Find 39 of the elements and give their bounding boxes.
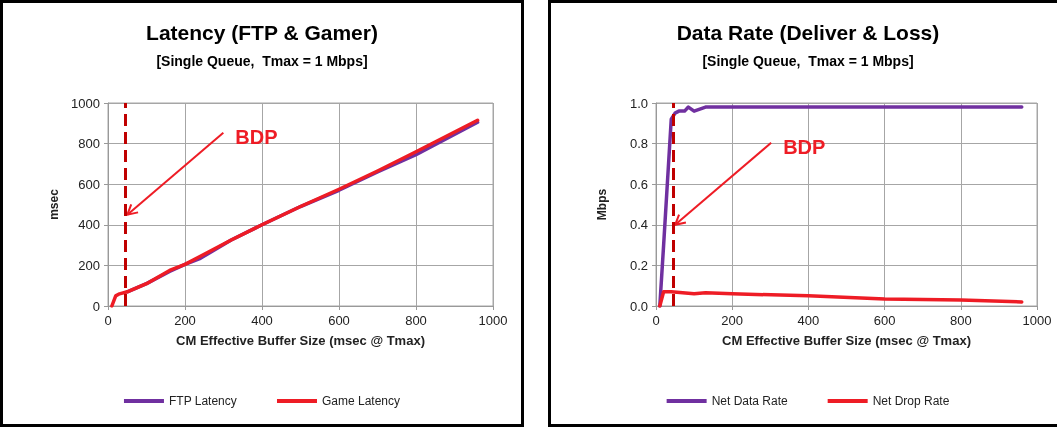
y-tick-label: 800 — [78, 136, 100, 152]
legend-label: Net Drop Rate — [872, 394, 950, 408]
y-tick-label: 1.0 — [629, 95, 648, 111]
annotation: BDP — [235, 125, 278, 148]
legend-label: Net Data Rate — [711, 394, 788, 408]
chart-subtitle: [Single Queue, Tmax = 1 Mbps] — [702, 53, 914, 69]
y-tick-label: 0.2 — [629, 257, 648, 273]
x-axis-title: CM Effective Buffer Size (msec @ Tmax) — [176, 333, 425, 348]
chart-title: Data Rate (Deliver & Loss) — [676, 21, 940, 44]
y-tick-label: 600 — [78, 176, 100, 192]
y-tick-label: 1000 — [71, 95, 100, 111]
x-tick-label: 600 — [873, 313, 896, 328]
legend-label: Game Latency — [321, 394, 401, 408]
chart-subtitle: [Single Queue, Tmax = 1 Mbps] — [156, 53, 368, 69]
annotation: BDP — [783, 135, 826, 158]
chart-title: Latency (FTP & Gamer) — [146, 21, 378, 44]
x-tick-label: 800 — [949, 313, 972, 328]
x-tick-label: 1000 — [478, 313, 508, 328]
y-tick-label: 0.4 — [629, 217, 648, 233]
x-tick-label: 0 — [652, 313, 660, 328]
line-series — [658, 290, 1024, 308]
y-axis-title: msec — [47, 188, 61, 220]
x-tick-label: 1000 — [1022, 313, 1052, 328]
x-tick-label: 0 — [104, 313, 112, 328]
x-tick-label: 800 — [405, 313, 427, 328]
y-tick-label: 200 — [78, 257, 100, 273]
y-axis-title: Mbps — [595, 188, 609, 221]
x-tick-label: 600 — [328, 313, 350, 328]
x-tick-label: 200 — [174, 313, 196, 328]
x-tick-label: 400 — [797, 313, 820, 328]
legend-label: FTP Latency — [168, 394, 237, 408]
x-tick-label: 200 — [721, 313, 744, 328]
y-tick-label: 0.8 — [629, 136, 648, 152]
y-tick-label: 400 — [78, 217, 100, 233]
y-tick-label: 0.6 — [629, 176, 648, 192]
y-tick-label: 0.0 — [629, 298, 648, 314]
x-axis-title: CM Effective Buffer Size (msec @ Tmax) — [722, 333, 971, 348]
x-tick-label: 400 — [251, 313, 273, 328]
y-tick-label: 0 — [92, 298, 100, 314]
